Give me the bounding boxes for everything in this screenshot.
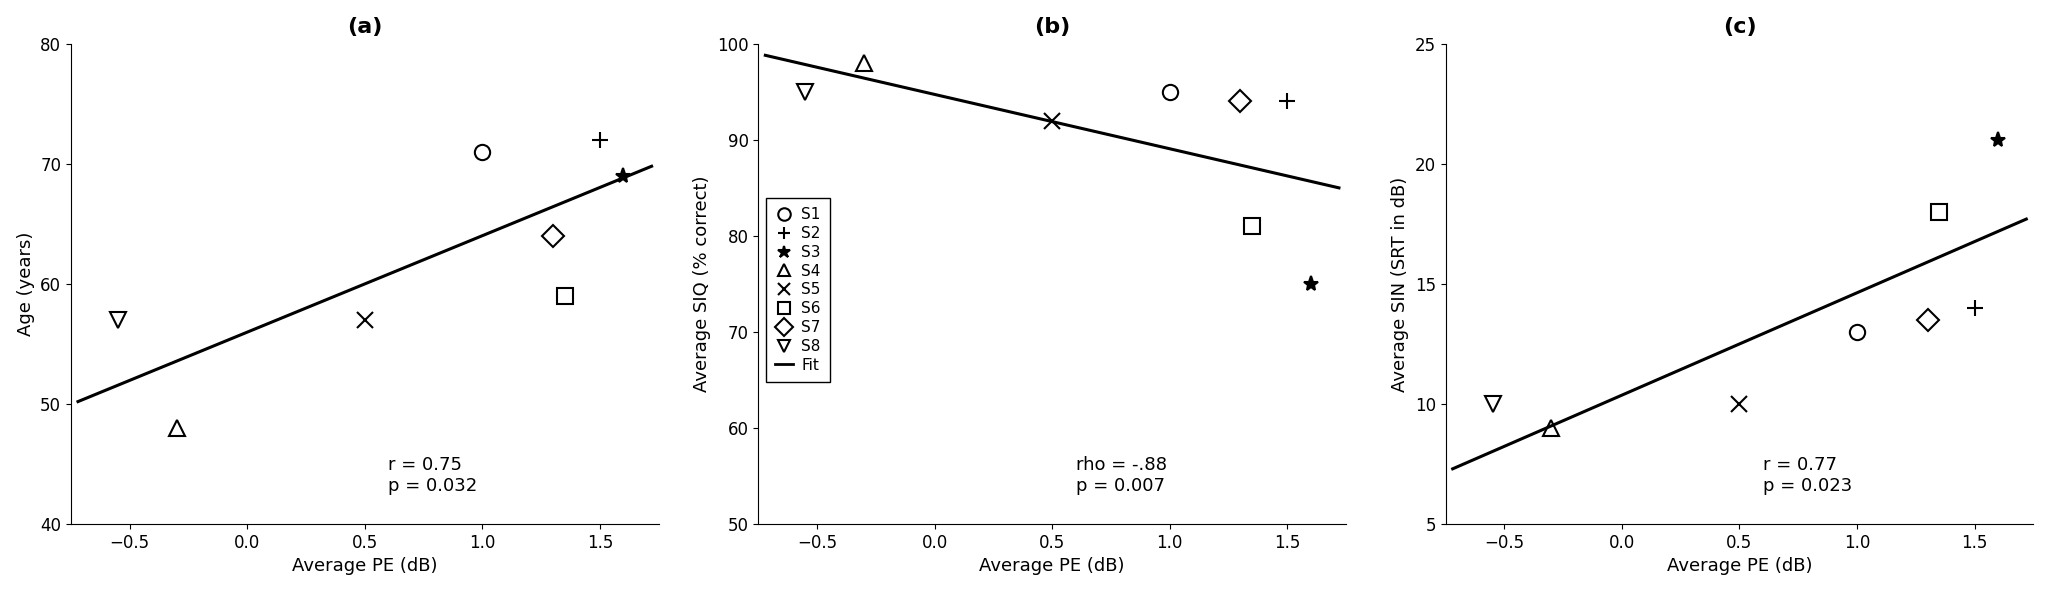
X-axis label: Average PE (dB): Average PE (dB) (291, 557, 437, 575)
Legend: S1, S2, S3, S4, S5, S6, S7, S8, Fit: S1, S2, S3, S4, S5, S6, S7, S8, Fit (767, 198, 830, 382)
Y-axis label: Average SIQ (% correct): Average SIQ (% correct) (693, 176, 711, 392)
Text: r = 0.75
p = 0.032: r = 0.75 p = 0.032 (387, 456, 478, 496)
Y-axis label: Age (years): Age (years) (16, 231, 35, 336)
Y-axis label: Average SIN (SRT in dB): Average SIN (SRT in dB) (1392, 176, 1408, 391)
Title: (c): (c) (1722, 17, 1757, 37)
Text: r = 0.77
p = 0.023: r = 0.77 p = 0.023 (1763, 456, 1853, 496)
X-axis label: Average PE (dB): Average PE (dB) (1667, 557, 1812, 575)
X-axis label: Average PE (dB): Average PE (dB) (980, 557, 1125, 575)
Text: rho = -.88
p = 0.007: rho = -.88 p = 0.007 (1076, 456, 1166, 496)
Title: (b): (b) (1033, 17, 1070, 37)
Title: (a): (a) (346, 17, 383, 37)
